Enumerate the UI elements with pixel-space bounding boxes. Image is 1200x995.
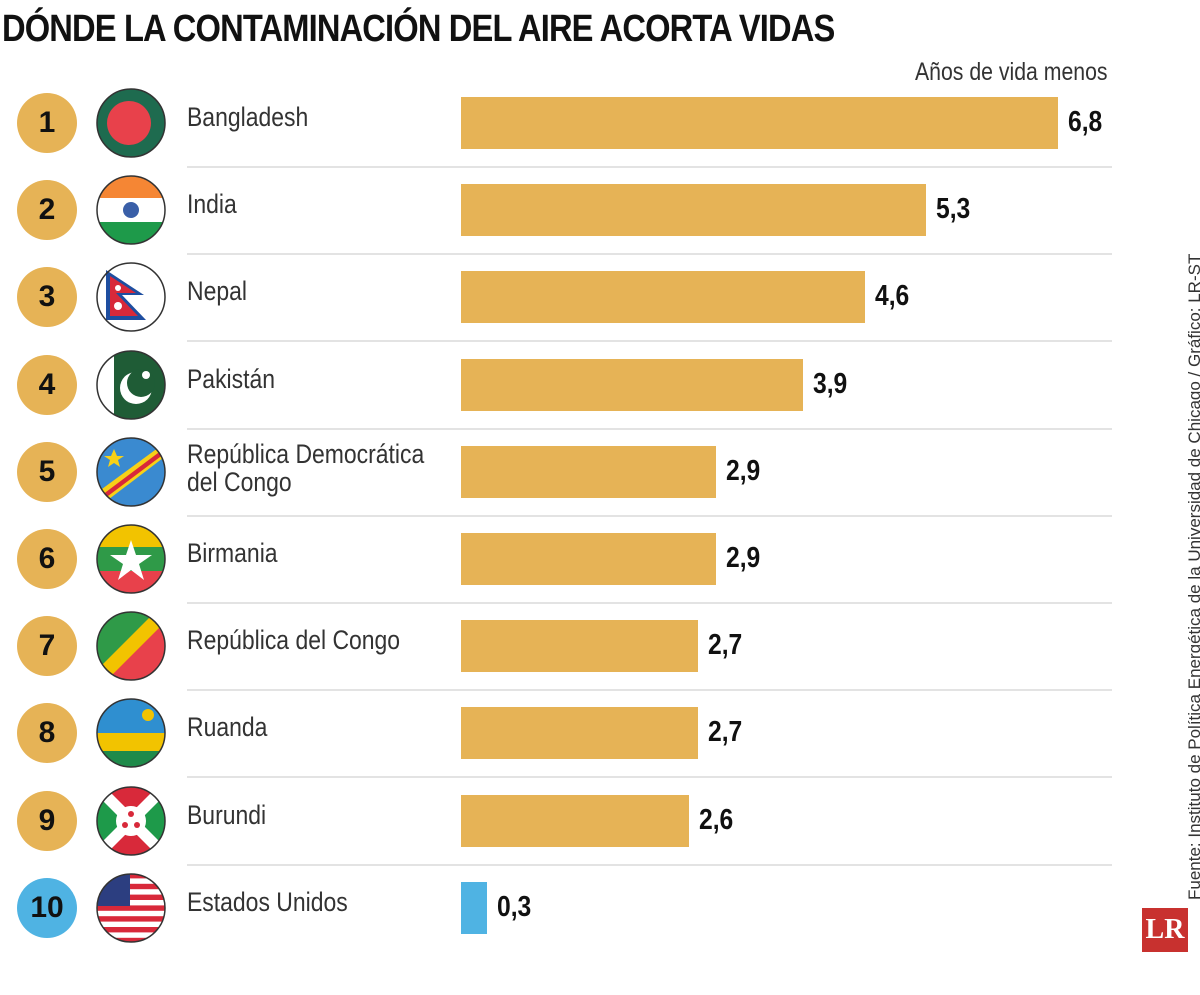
value-label: 2,7 bbox=[708, 629, 743, 662]
value-label: 5,3 bbox=[936, 193, 971, 226]
bar bbox=[461, 533, 716, 585]
value-label: 2,6 bbox=[699, 803, 734, 836]
bar bbox=[461, 184, 927, 237]
congo-flag-icon bbox=[96, 611, 166, 681]
myanmar-flag-icon bbox=[96, 524, 166, 594]
bar bbox=[461, 881, 488, 934]
rank-badge: 4 bbox=[17, 354, 77, 415]
category-label: Birmania bbox=[187, 538, 278, 568]
value-label: 6,8 bbox=[1068, 106, 1103, 138]
bar-row: 1 Bangladesh 6,8 bbox=[0, 88, 1120, 210]
bar-row: 10 Estados Unidos 0,3 bbox=[0, 873, 1120, 995]
bar-row: 5 República Democrática del Congo 2,9 bbox=[0, 437, 1120, 559]
row-divider bbox=[187, 427, 1112, 430]
category-label: Burundi bbox=[187, 799, 267, 830]
bar bbox=[461, 358, 804, 411]
row-divider bbox=[187, 602, 1112, 604]
value-label: 2,9 bbox=[725, 542, 760, 574]
category-label: República Democrática del Congo bbox=[187, 438, 425, 497]
category-label: India bbox=[187, 189, 237, 220]
bar bbox=[461, 707, 699, 760]
value-label: 4,6 bbox=[874, 280, 910, 313]
bar bbox=[461, 620, 699, 673]
value-label: 2,9 bbox=[725, 454, 760, 487]
bar-row: 9 Burundi 2,6 bbox=[0, 785, 1120, 908]
rank-badge: 5 bbox=[17, 441, 77, 502]
row-divider bbox=[187, 689, 1112, 692]
value-label: 2,7 bbox=[708, 716, 743, 749]
bar-row: 3 Nepal 4,6 bbox=[0, 262, 1120, 384]
rank-badge: 2 bbox=[17, 180, 77, 241]
rank-badge: 10 bbox=[17, 877, 77, 938]
unit-label: Años de vida menos bbox=[915, 58, 1108, 86]
rank-badge: 7 bbox=[17, 616, 77, 677]
bar bbox=[461, 97, 1058, 149]
row-divider bbox=[187, 776, 1112, 779]
rank-badge: 9 bbox=[17, 790, 77, 851]
category-label: Nepal bbox=[187, 276, 247, 307]
india-flag-icon bbox=[96, 175, 166, 245]
value-label: 0,3 bbox=[497, 890, 532, 923]
bar-row: 7 República del Congo 2,7 bbox=[0, 611, 1120, 733]
category-label: Ruanda bbox=[187, 712, 268, 743]
nepal-flag-icon bbox=[96, 262, 166, 333]
bar bbox=[461, 794, 690, 847]
bar bbox=[461, 445, 716, 498]
bar-row: 6 Birmania 2,9 bbox=[0, 524, 1120, 646]
bangladesh-flag-icon bbox=[96, 88, 166, 158]
category-label: Pakistán bbox=[187, 363, 276, 394]
row-divider bbox=[187, 514, 1112, 517]
drc-flag-icon bbox=[96, 437, 166, 507]
bar bbox=[461, 271, 865, 324]
usa-flag-icon bbox=[96, 873, 166, 943]
rank-badge: 1 bbox=[17, 93, 77, 153]
row-divider bbox=[187, 253, 1112, 256]
row-divider bbox=[187, 166, 1112, 168]
row-divider bbox=[187, 340, 1112, 343]
row-divider bbox=[187, 863, 1112, 866]
rwanda-flag-icon bbox=[96, 698, 166, 769]
category-label: Estados Unidos bbox=[187, 886, 348, 917]
burundi-flag-icon bbox=[96, 785, 166, 856]
source-note: Fuente: Instituto de Política Energética… bbox=[1185, 253, 1200, 900]
rank-badge: 8 bbox=[17, 703, 77, 764]
bar-row: 2 India 5,3 bbox=[0, 175, 1120, 297]
bar-row: 8 Ruanda 2,7 bbox=[0, 698, 1120, 820]
value-label: 3,9 bbox=[813, 367, 848, 400]
rank-badge: 6 bbox=[17, 529, 77, 589]
pakistan-flag-icon bbox=[96, 349, 166, 420]
category-label: Bangladesh bbox=[187, 102, 309, 132]
chart-title: DÓNDE LA CONTAMINACIÓN DEL AIRE ACORTA V… bbox=[2, 8, 835, 50]
lr-logo: LR bbox=[1142, 908, 1188, 952]
bar-row: 4 Pakistán 3,9 bbox=[0, 349, 1120, 472]
rank-badge: 3 bbox=[17, 267, 77, 328]
category-label: República del Congo bbox=[187, 625, 401, 656]
